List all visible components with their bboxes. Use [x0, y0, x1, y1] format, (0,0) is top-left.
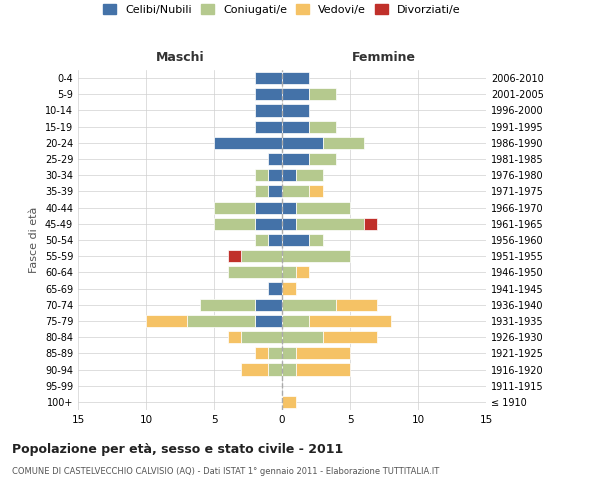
Bar — [268, 234, 282, 246]
Bar — [282, 72, 309, 84]
Bar — [296, 348, 350, 360]
Bar — [268, 348, 282, 360]
Bar — [255, 169, 268, 181]
Bar — [282, 396, 296, 408]
Bar — [282, 331, 323, 343]
Bar — [282, 153, 309, 165]
Y-axis label: Fasce di età: Fasce di età — [29, 207, 39, 273]
Bar — [296, 266, 309, 278]
Bar — [282, 298, 337, 311]
Bar — [337, 298, 377, 311]
Bar — [255, 218, 282, 230]
Bar — [255, 186, 268, 198]
Bar — [309, 153, 337, 165]
Bar — [364, 218, 377, 230]
Bar — [214, 137, 282, 149]
Bar — [255, 202, 282, 213]
Bar — [296, 218, 364, 230]
Bar — [227, 331, 241, 343]
Bar — [255, 315, 282, 327]
Bar — [282, 120, 309, 132]
Legend: Celibi/Nubili, Coniugati/e, Vedovi/e, Divorziati/e: Celibi/Nubili, Coniugati/e, Vedovi/e, Di… — [100, 1, 464, 18]
Bar — [268, 169, 282, 181]
Text: Maschi: Maschi — [155, 50, 205, 64]
Bar — [255, 120, 282, 132]
Bar — [282, 104, 309, 117]
Bar — [282, 88, 309, 101]
Bar — [268, 186, 282, 198]
Bar — [146, 315, 187, 327]
Bar — [282, 234, 309, 246]
Bar — [282, 282, 296, 294]
Bar — [255, 234, 268, 246]
Bar — [309, 120, 337, 132]
Bar — [241, 250, 282, 262]
Bar — [282, 364, 296, 376]
Bar — [268, 364, 282, 376]
Bar — [282, 137, 323, 149]
Bar — [309, 186, 323, 198]
Bar — [282, 218, 296, 230]
Bar — [309, 88, 337, 101]
Bar — [309, 315, 391, 327]
Bar — [255, 348, 268, 360]
Bar — [282, 266, 296, 278]
Text: Femmine: Femmine — [352, 50, 416, 64]
Bar — [200, 298, 255, 311]
Bar — [227, 250, 241, 262]
Bar — [255, 104, 282, 117]
Bar — [309, 234, 323, 246]
Bar — [296, 364, 350, 376]
Bar — [282, 186, 309, 198]
Bar — [268, 282, 282, 294]
Bar — [255, 298, 282, 311]
Bar — [323, 331, 377, 343]
Bar — [282, 348, 296, 360]
Bar — [227, 266, 282, 278]
Bar — [241, 331, 282, 343]
Text: COMUNE DI CASTELVECCHIO CALVISIO (AQ) - Dati ISTAT 1° gennaio 2011 - Elaborazion: COMUNE DI CASTELVECCHIO CALVISIO (AQ) - … — [12, 468, 439, 476]
Bar — [296, 202, 350, 213]
Bar — [255, 72, 282, 84]
Bar — [282, 315, 309, 327]
Bar — [268, 153, 282, 165]
Bar — [187, 315, 255, 327]
Bar — [282, 250, 350, 262]
Bar — [255, 88, 282, 101]
Bar — [323, 137, 364, 149]
Text: Popolazione per età, sesso e stato civile - 2011: Popolazione per età, sesso e stato civil… — [12, 442, 343, 456]
Bar — [214, 202, 255, 213]
Bar — [296, 169, 323, 181]
Bar — [282, 202, 296, 213]
Bar — [282, 169, 296, 181]
Bar — [214, 218, 255, 230]
Bar — [241, 364, 268, 376]
